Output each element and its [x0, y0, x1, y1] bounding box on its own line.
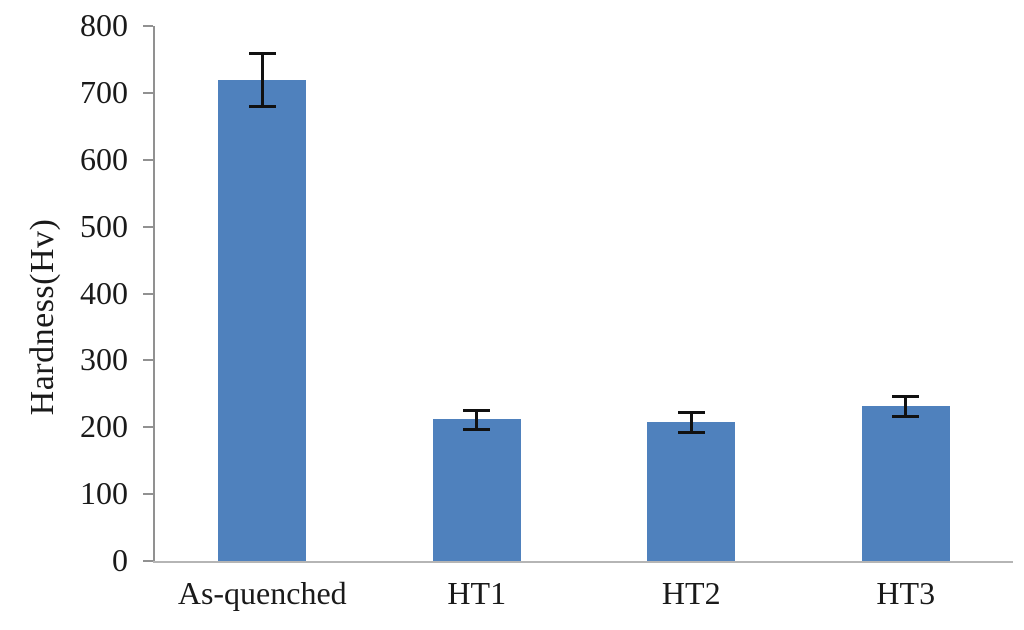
x-axis-line [153, 561, 1013, 563]
x-axis-label: HT2 [661, 575, 721, 611]
y-axis-tick-label: 300 [80, 341, 128, 378]
y-axis-tick-label: 200 [80, 408, 128, 445]
y-axis-tick [143, 225, 153, 228]
error-bar-cap-bottom [248, 104, 276, 108]
y-axis-tick-label: 100 [80, 474, 128, 511]
y-axis-tick [143, 493, 153, 496]
y-axis-tick-label: 700 [80, 73, 128, 110]
y-axis-tick [143, 292, 153, 295]
error-bar-line [475, 410, 479, 428]
error-bar-line [260, 54, 264, 105]
bar-ht3 [861, 405, 950, 561]
error-bar-cap-bottom [677, 430, 705, 434]
y-axis-line [153, 26, 155, 563]
error-bar-cap-top [677, 411, 705, 415]
y-axis-tick [143, 426, 153, 429]
y-axis-tick [143, 25, 153, 27]
y-axis-tick [143, 560, 153, 562]
bar-ht2 [647, 421, 736, 561]
y-axis-tick [143, 91, 153, 94]
error-bar-cap-top [463, 408, 491, 412]
error-bar-cap-top [892, 395, 920, 399]
y-axis-tick-label: 500 [80, 207, 128, 244]
y-axis-tick [143, 158, 153, 161]
bar-as-quenched [218, 79, 307, 561]
y-axis-tick-label: 400 [80, 274, 128, 311]
error-bar-cap-top [248, 52, 276, 56]
y-axis-tick-label: 0 [112, 541, 128, 578]
y-axis-tick [143, 359, 153, 362]
error-bar-cap-bottom [892, 414, 920, 418]
error-bar-cap-bottom [463, 427, 491, 431]
x-axis-label: HT3 [876, 575, 936, 611]
y-axis-title: Hardness(Hv) [24, 218, 61, 416]
error-bar-line [689, 413, 693, 431]
y-axis-tick-label: 800 [80, 6, 128, 43]
error-bar-line [904, 397, 908, 415]
bar-ht1 [432, 419, 521, 561]
y-axis-tick-label: 600 [80, 140, 128, 177]
x-axis-label: HT1 [447, 575, 507, 611]
x-axis-label: As-quenched [177, 575, 347, 611]
